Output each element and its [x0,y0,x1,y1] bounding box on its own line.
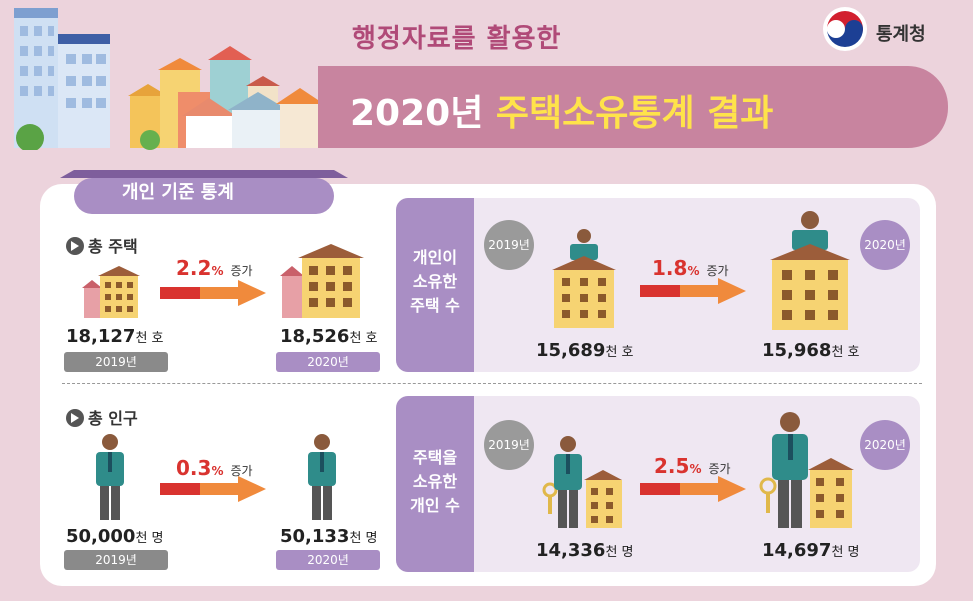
population-change-pct: % [211,464,224,478]
title-year: 2020년 [350,93,484,134]
person-icon [96,434,124,520]
house-small-icon [82,266,140,318]
owners-2020-value: 14,697천 명 [762,540,860,561]
population-2019-number: 50,000 [66,526,136,547]
page-title: 2020년 주택소유통계 결과 [350,84,773,136]
population-change: 0.3% 증가 [176,456,253,480]
increase-arrow-icon [640,476,746,502]
page-subtitle: 행정자료를 활용한 [352,24,562,54]
owned-houses-label: 개인이 소유한 주택 수 [396,246,474,318]
person-icon [308,434,336,520]
population-2020-year: 2020년 [276,550,380,570]
increase-arrow-icon [640,278,746,304]
housing-heading: 총 주택 [66,233,138,257]
owners-label-line: 주택을 [412,448,458,467]
section-divider [62,383,922,384]
population-2019-year: 2019년 [64,550,168,570]
population-heading: 총 인구 [66,405,138,429]
owner-with-key-icon [759,412,854,528]
owners-change-pct: % [689,462,702,476]
housing-2020-unit: 천 호 [349,331,378,346]
house-large-icon [280,244,364,318]
owned-houses-label-line: 개인이 [412,248,458,267]
owned-houses-change: 1.8% 증가 [652,256,729,280]
owned-houses-2019-unit: 천 호 [605,345,634,360]
population-change-label: 증가 [230,464,253,478]
owned-houses-label-line: 소유한 [412,272,458,291]
population-change-number: 0.3 [176,456,212,480]
owned-houses-change-pct: % [687,264,700,278]
housing-heading-text: 총 주택 [88,237,138,256]
arrow-circle-icon [66,409,84,427]
owner-building-icon [770,211,850,330]
owned-houses-2020-number: 15,968 [762,340,832,361]
owned-houses-2020-unit: 천 호 [831,345,860,360]
increase-arrow-icon [160,280,266,306]
owned-houses-change-number: 1.8 [652,256,688,280]
owners-change: 2.5% 증가 [654,454,731,478]
population-2020-number: 50,133 [280,526,350,547]
owners-change-number: 2.5 [654,454,690,478]
population-2019-unit: 천 명 [135,531,164,546]
owners-label-box [396,396,474,572]
owners-2019-unit: 천 명 [605,545,634,560]
population-2020-unit: 천 명 [349,531,378,546]
housing-change-pct: % [211,264,224,278]
housing-2020-value: 18,526천 호 [280,326,378,347]
housing-change-label: 증가 [230,264,253,278]
owners-2020-bubble: 2020년 [860,420,910,470]
owner-building-icon [552,229,616,328]
owned-houses-2019-bubble: 2019년 [484,220,534,270]
city-illustration [14,8,324,150]
owners-2020-number: 14,697 [762,540,832,561]
section-tab-label: 개인 기준 통계 [122,182,234,203]
owners-label-line: 개인 수 [410,496,460,515]
housing-2019-value: 18,127천 호 [66,326,164,347]
arrow-circle-icon [66,237,84,255]
owners-2019-number: 14,336 [536,540,606,561]
section-tab [60,170,348,214]
owned-houses-label-line: 주택 수 [410,296,460,315]
population-heading-text: 총 인구 [88,409,138,428]
agency-name: 통계청 [876,24,926,45]
owners-2019-value: 14,336천 명 [536,540,634,561]
housing-2019-year: 2019년 [64,352,168,372]
owned-houses-2019-number: 15,689 [536,340,606,361]
title-highlight: 주택소유통계 결과 [495,93,774,134]
owned-houses-label-box [396,198,474,372]
housing-2020-number: 18,526 [280,326,350,347]
population-2019-value: 50,000천 명 [66,526,164,547]
owned-houses-2020-bubble: 2020년 [860,220,910,270]
owners-2019-bubble: 2019년 [484,420,534,470]
title-banner [318,66,948,148]
housing-2020-year: 2020년 [276,352,380,372]
owners-label: 주택을 소유한 개인 수 [396,446,474,518]
taegeuk-logo-icon [823,7,867,51]
owners-label-line: 소유한 [412,472,458,491]
housing-change-number: 2.2 [176,256,212,280]
owned-houses-2019-value: 15,689천 호 [536,340,634,361]
housing-change: 2.2% 증가 [176,256,253,280]
population-2020-value: 50,133천 명 [280,526,378,547]
owned-houses-2020-value: 15,968천 호 [762,340,860,361]
increase-arrow-icon [160,476,266,502]
owner-with-key-icon [542,436,622,528]
owners-2020-unit: 천 명 [831,545,860,560]
owned-houses-change-label: 증가 [706,264,729,278]
owners-change-label: 증가 [708,462,731,476]
housing-2019-number: 18,127 [66,326,136,347]
housing-2019-unit: 천 호 [135,331,164,346]
